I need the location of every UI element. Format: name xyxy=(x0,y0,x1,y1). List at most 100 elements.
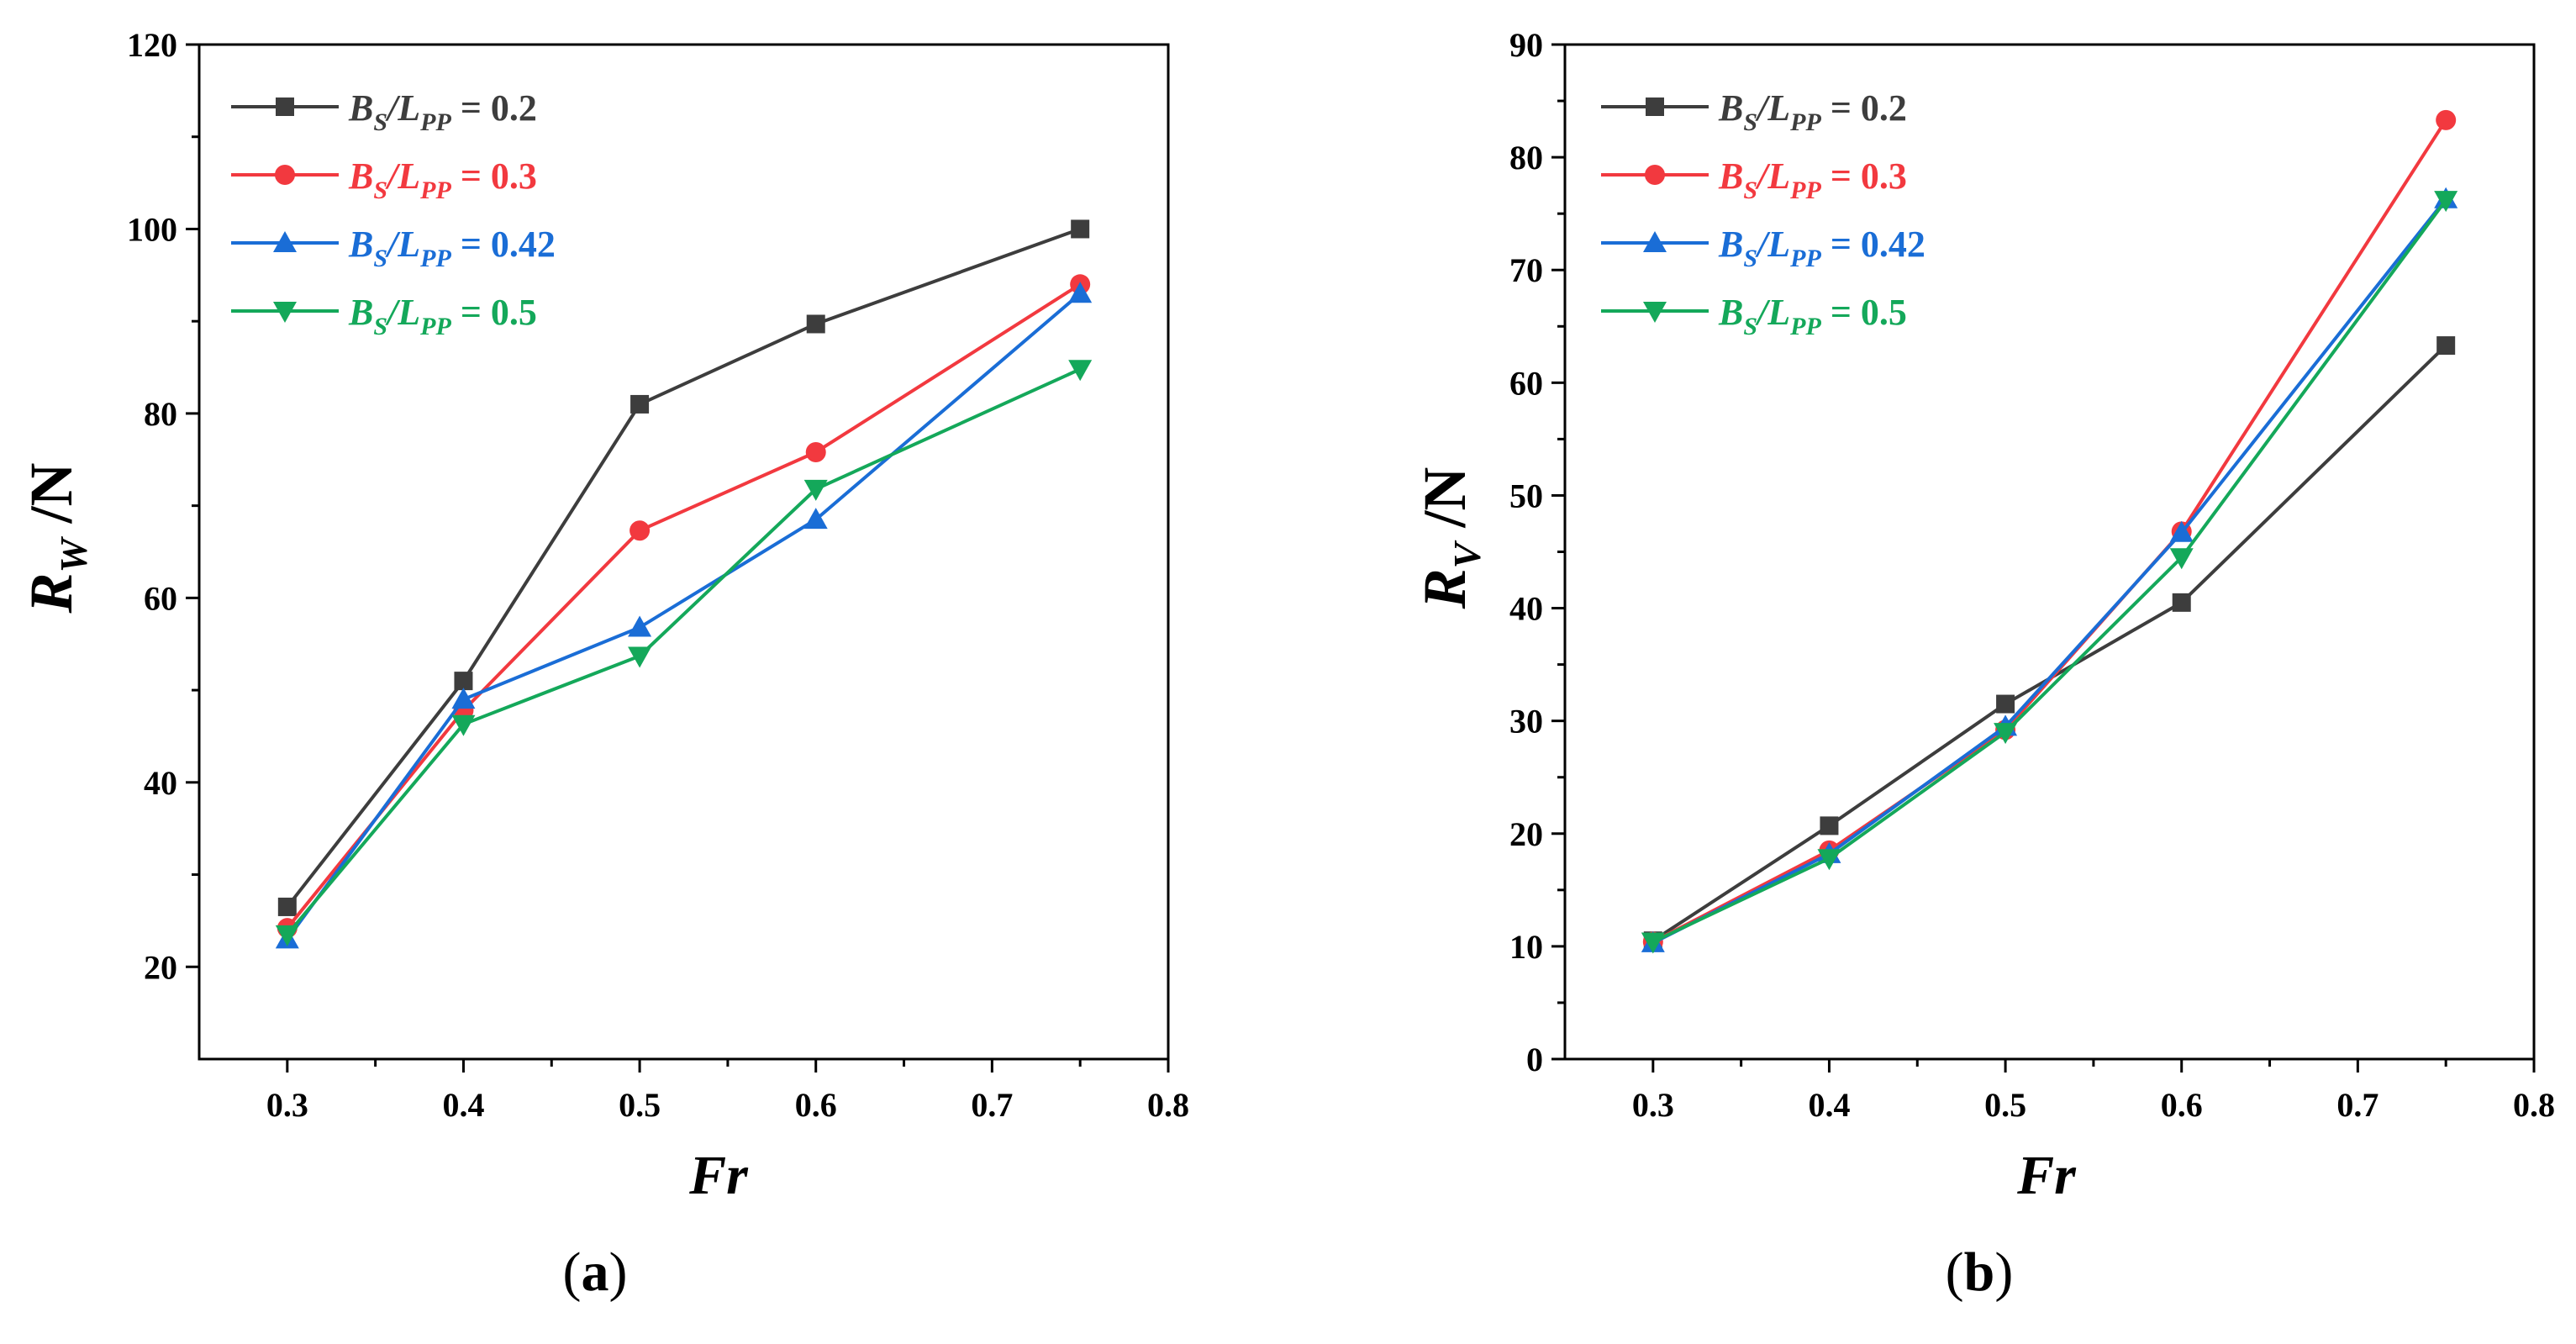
data-point xyxy=(451,688,476,709)
legend-b: B xyxy=(348,155,373,197)
x-tick-label: 0.3 xyxy=(266,1086,308,1124)
legend-l: /L xyxy=(1755,224,1790,265)
panel-caption: (b) xyxy=(1946,1241,2014,1303)
legend-sub-pp: PP xyxy=(1789,108,1821,136)
y-tick-label: 60 xyxy=(1509,364,1543,402)
legend-b: B xyxy=(1718,87,1743,129)
series-line xyxy=(286,282,1082,930)
data-point xyxy=(1817,849,1841,871)
y-tick-label: 90 xyxy=(1509,26,1543,64)
data-point xyxy=(628,646,652,668)
y-tick-label: 50 xyxy=(1509,477,1543,514)
data-point xyxy=(628,615,652,637)
plot-frame xyxy=(198,43,1170,1061)
legend-entry: BS/LPP = 0.42 xyxy=(1601,224,1925,272)
legend-value: = 0.42 xyxy=(1821,224,1925,265)
legend-b: B xyxy=(348,87,373,129)
legend-b: B xyxy=(1718,224,1743,265)
legend-label: BS/LPP = 0.3 xyxy=(1718,155,1907,204)
legend-sub-s: S xyxy=(1743,177,1757,204)
legend-l: /L xyxy=(1755,155,1790,197)
caption-close: ) xyxy=(609,1241,628,1303)
legend-value: = 0.3 xyxy=(451,155,537,197)
y-tick-label: 20 xyxy=(1509,815,1543,853)
legend-l: /L xyxy=(385,87,420,129)
legend-label: BS/LPP = 0.5 xyxy=(1718,292,1907,340)
legend-entry: BS/LPP = 0.5 xyxy=(231,292,537,340)
legend-marker xyxy=(273,231,297,252)
y-axis-label-symbol: R xyxy=(18,572,85,614)
data-point xyxy=(1068,282,1093,303)
data-point xyxy=(1820,816,1839,835)
legend-value: = 0.2 xyxy=(451,87,537,129)
data-point xyxy=(803,508,828,530)
legend-sub-s: S xyxy=(373,245,387,272)
legend-b: B xyxy=(1718,155,1743,197)
x-tick-label: 0.8 xyxy=(1147,1086,1189,1124)
caption-open: ( xyxy=(1946,1241,1964,1303)
y-tick-label: 100 xyxy=(127,210,177,248)
x-tick-label: 0.7 xyxy=(971,1086,1013,1124)
data-point xyxy=(630,394,650,414)
data-point xyxy=(806,314,825,334)
legend-l: /L xyxy=(385,292,420,333)
data-point xyxy=(454,672,473,691)
legend-value: = 0.5 xyxy=(1821,292,1907,333)
y-tick-label: 0 xyxy=(1526,1041,1543,1078)
legend-entry: BS/LPP = 0.3 xyxy=(1601,155,1907,204)
y-tick-label: 20 xyxy=(144,948,177,986)
data-point xyxy=(803,479,828,501)
legend-b: B xyxy=(348,224,373,265)
legend-sub-s: S xyxy=(1743,313,1757,340)
legend-marker xyxy=(273,302,297,323)
y-tick-label: 60 xyxy=(144,579,177,617)
legend-sub-s: S xyxy=(373,313,387,340)
y-tick-label: 10 xyxy=(1509,928,1543,966)
legend-sub-s: S xyxy=(1743,245,1757,272)
legend-sub-pp: PP xyxy=(1789,313,1821,340)
data-point xyxy=(1071,219,1090,239)
caption-letter: a xyxy=(582,1241,609,1303)
legend-l: /L xyxy=(385,155,420,197)
data-point xyxy=(1994,723,2018,745)
legend-l: /L xyxy=(385,224,420,265)
y-axis-label-symbol: R xyxy=(1411,568,1478,609)
legend-value: = 0.2 xyxy=(1821,87,1907,129)
legend-marker xyxy=(1643,302,1667,323)
y-axis-label-subscript: W xyxy=(52,535,95,572)
caption-open: ( xyxy=(563,1241,582,1303)
x-tick-label: 0.6 xyxy=(795,1086,837,1124)
legend-label: BS/LPP = 0.2 xyxy=(1718,87,1907,136)
y-axis-label: RW /N xyxy=(18,463,95,614)
legend-l: /L xyxy=(1755,87,1790,129)
y-tick-label: 30 xyxy=(1509,703,1543,741)
series-line xyxy=(1651,344,2447,942)
data-point xyxy=(805,441,826,462)
legend-marker xyxy=(276,98,294,116)
data-point xyxy=(1996,694,2015,714)
data-point xyxy=(630,520,651,541)
x-axis-label: Fr xyxy=(688,1145,749,1206)
legend-entry: BS/LPP = 0.42 xyxy=(231,224,556,272)
y-axis-label-unit: /N xyxy=(18,463,85,539)
x-tick-label: 0.5 xyxy=(1984,1086,2026,1124)
series-4 xyxy=(1641,191,2458,954)
y-axis-label: RV /N xyxy=(1411,467,1488,610)
y-tick-label: 70 xyxy=(1509,251,1543,289)
plot-frame xyxy=(1563,43,2536,1061)
y-tick-label: 80 xyxy=(144,395,177,433)
series-line xyxy=(286,367,1082,936)
x-tick-label: 0.4 xyxy=(1808,1086,1850,1124)
caption-close: ) xyxy=(1994,1241,2013,1303)
series-4 xyxy=(275,360,1093,946)
legend-marker xyxy=(275,165,295,185)
legend-label: BS/LPP = 0.42 xyxy=(348,224,556,272)
data-point xyxy=(275,925,299,946)
data-point xyxy=(2169,520,2194,542)
legend-marker xyxy=(1646,98,1664,116)
legend-sub-pp: PP xyxy=(419,177,451,204)
legend-sub-pp: PP xyxy=(419,313,451,340)
legend-entry: BS/LPP = 0.5 xyxy=(1601,292,1907,340)
data-point xyxy=(2169,548,2194,570)
